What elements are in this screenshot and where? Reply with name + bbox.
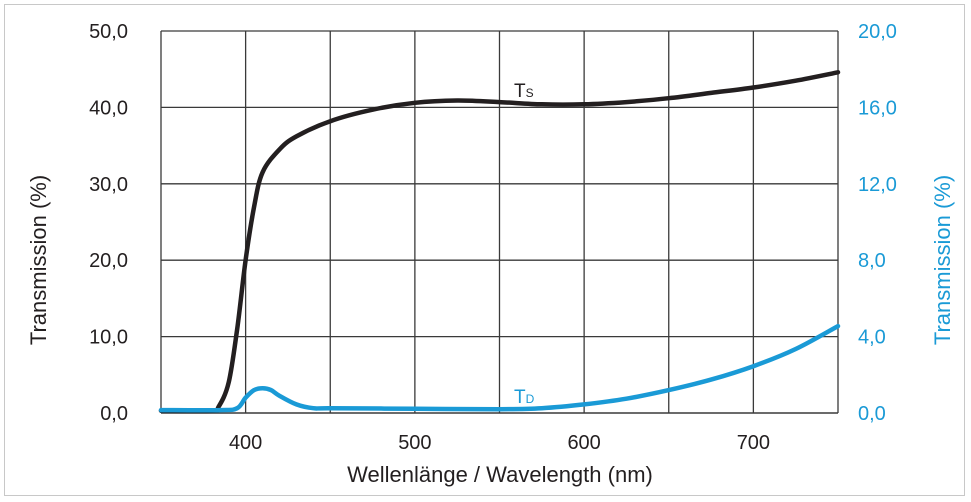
x-tick-label: 400 [229, 432, 262, 454]
y-tick-label-left: 30,0 [89, 174, 128, 196]
x-axis-title: Wellenlänge / Wavelength (nm) [347, 462, 653, 487]
series-line-ts [158, 70, 841, 414]
y-tick-label-right: 0,0 [858, 403, 886, 425]
chart-frame [4, 4, 965, 496]
y-tick-label-left: 50,0 [89, 21, 128, 43]
y-tick-label-left: 40,0 [89, 97, 128, 119]
series-label-td: TD [514, 387, 535, 408]
y-tick-label-right: 4,0 [858, 327, 886, 349]
x-tick-label: 600 [567, 432, 600, 454]
x-tick-label: 500 [398, 432, 431, 454]
y-tick-label-right: 16,0 [858, 97, 897, 119]
y-tick-label-right: 20,0 [858, 21, 897, 43]
series-label-ts: TS [514, 81, 534, 102]
x-tick-label: 700 [737, 432, 770, 454]
y-tick-label-right: 8,0 [858, 250, 886, 272]
series-layer [158, 70, 841, 414]
grid [160, 30, 839, 414]
y-tick-label-left: 10,0 [89, 327, 128, 349]
y-tick-label-right: 12,0 [858, 174, 897, 196]
tick-labels: 0,0 10,0 20,0 30,0 40,0 50,0 0,0 4,0 8,0 12,0 16,0… [89, 21, 897, 454]
series-line-td [158, 323, 841, 413]
y-tick-label-left: 0,0 [100, 403, 128, 425]
y-axis-title-left: Transmission (%) [26, 175, 51, 345]
y-tick-label-left: 20,0 [89, 250, 128, 272]
y-axis-title-right: Transmission (%) [930, 175, 955, 345]
